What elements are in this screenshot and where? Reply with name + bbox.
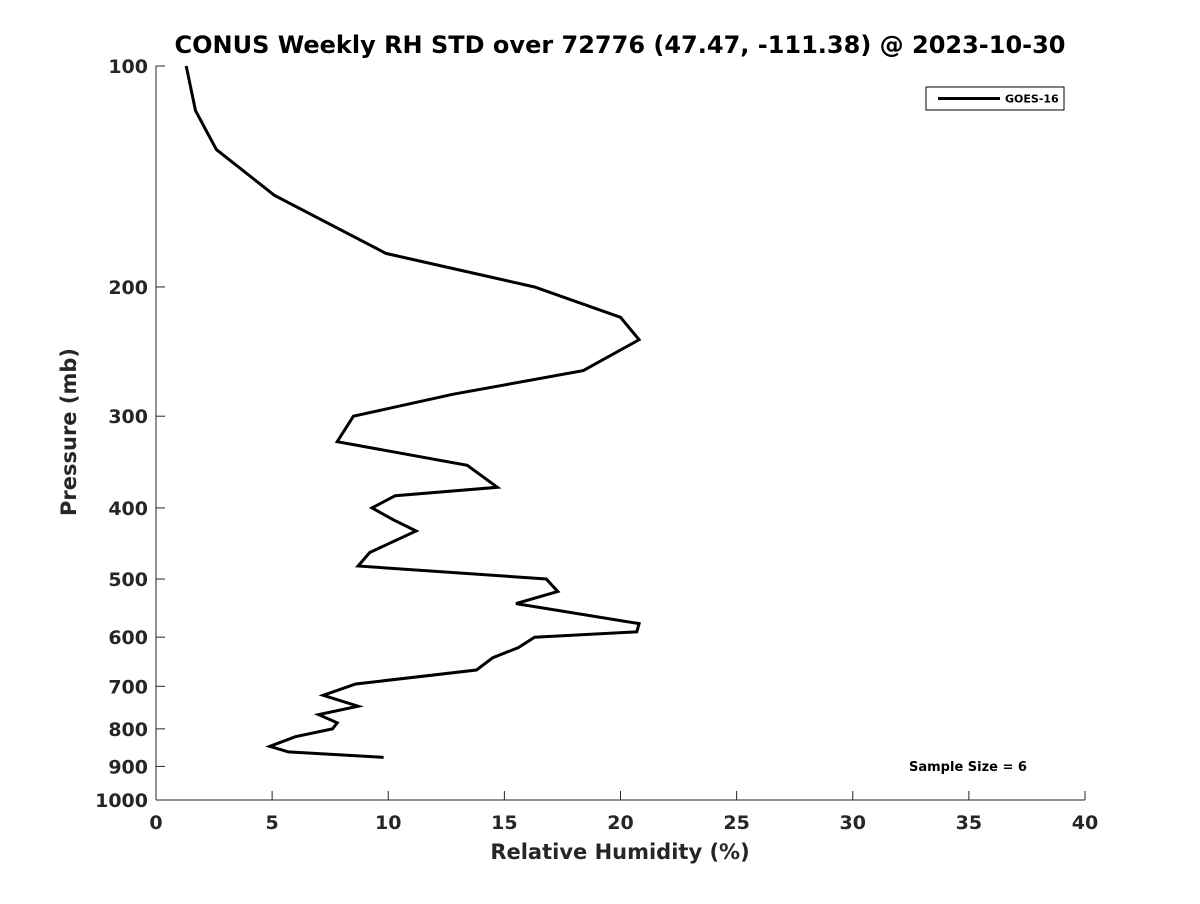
x-tick-label: 15 (491, 812, 517, 834)
y-tick-label: 400 (108, 498, 148, 520)
x-tick-label: 0 (149, 812, 162, 834)
x-tick-label: 25 (723, 812, 749, 834)
y-tick-label: 800 (108, 719, 148, 741)
x-tick-label: 20 (607, 812, 633, 834)
legend-label-goes16: GOES-16 (1005, 93, 1059, 106)
x-tick-label: 10 (375, 812, 401, 834)
x-tick-label: 35 (956, 812, 982, 834)
y-tick-label: 100 (108, 56, 148, 78)
y-tick-label: 300 (108, 406, 148, 428)
x-tick-label: 5 (266, 812, 279, 834)
y-tick-label: 500 (108, 569, 148, 591)
series-line-goes16 (184, 65, 642, 759)
y-tick-label: 900 (108, 756, 148, 778)
x-axis-label: Relative Humidity (%) (490, 840, 749, 864)
y-tick-label: 600 (108, 627, 148, 649)
y-tick-label: 200 (108, 277, 148, 299)
ticks: 0 5 10 15 20 25 30 35 40 100 200 300 400 500 600 700 800… (95, 56, 1098, 834)
y-tick-label: 700 (108, 676, 148, 698)
legend: GOES-16 (925, 86, 1065, 111)
y-tick-label: 1000 (95, 790, 148, 812)
chart-title: CONUS Weekly RH STD over 72776 (47.47, -… (174, 31, 1065, 59)
sample-size-annotation: Sample Size = 6 (909, 760, 1027, 775)
x-tick-label: 30 (840, 812, 866, 834)
x-tick-label: 40 (1072, 812, 1098, 834)
y-axis-label: Pressure (mb) (57, 348, 81, 516)
